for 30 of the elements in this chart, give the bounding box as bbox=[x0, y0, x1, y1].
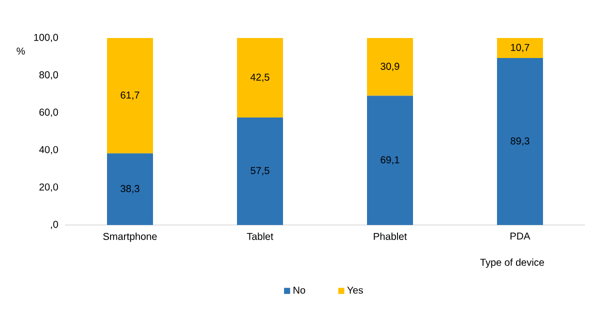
bar bbox=[107, 38, 154, 154]
data-label: 38,3 bbox=[120, 185, 140, 194]
bar bbox=[497, 38, 543, 58]
x-tick-label: Smartphone bbox=[103, 232, 157, 242]
data-label: 89,3 bbox=[510, 137, 530, 146]
bar bbox=[237, 117, 284, 225]
data-label: 57,5 bbox=[250, 167, 270, 176]
x-tick-label: Phablet bbox=[374, 232, 407, 240]
data-label: 42,5 bbox=[250, 74, 270, 82]
y-tick-label: 20,0 bbox=[39, 183, 58, 192]
legend-label: Yes bbox=[347, 286, 363, 294]
bar bbox=[367, 96, 413, 225]
y-tick-label: 100,0 bbox=[34, 34, 58, 42]
bar bbox=[497, 58, 543, 225]
x-tick-label: PDA bbox=[510, 232, 530, 240]
data-label: 30,9 bbox=[380, 62, 400, 72]
data-label: 69,1 bbox=[380, 156, 400, 165]
y-tick-label: 80,0 bbox=[39, 71, 58, 80]
y-axis-title: % bbox=[16, 48, 25, 55]
bar bbox=[237, 38, 284, 118]
y-tick-label: 60,0 bbox=[39, 108, 58, 117]
legend-label: No bbox=[294, 286, 306, 294]
data-label: 61,7 bbox=[120, 92, 140, 100]
y-tick-label: ,0 bbox=[50, 220, 58, 230]
data-label: 10,7 bbox=[511, 44, 530, 52]
bar bbox=[367, 38, 413, 96]
x-tick-label: Tablet bbox=[246, 232, 274, 240]
y-tick-label: 40,0 bbox=[39, 146, 58, 154]
x-axis-title: Type of device bbox=[480, 258, 544, 268]
bar bbox=[107, 153, 154, 225]
